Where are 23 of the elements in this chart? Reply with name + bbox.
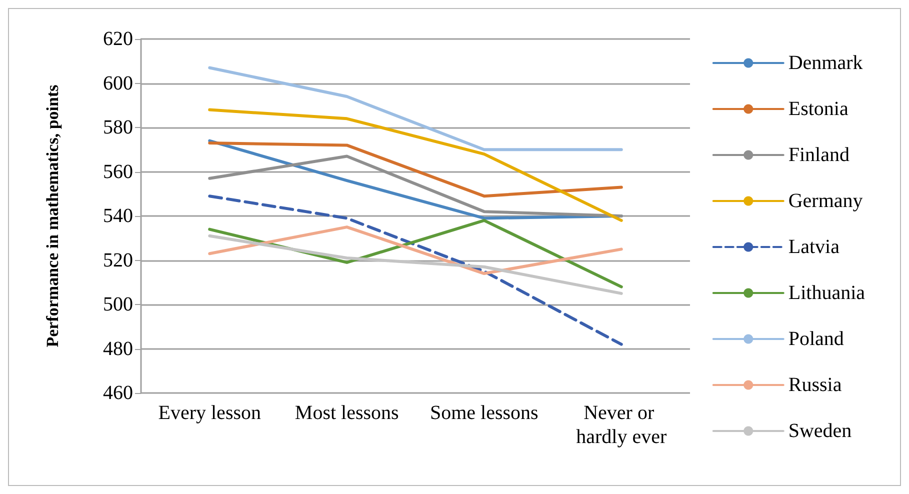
legend-label: Finland <box>788 144 850 166</box>
legend-label: Germany <box>788 190 863 212</box>
y-tick-label: 560 <box>103 160 133 183</box>
legend-label: Poland <box>788 328 844 350</box>
legend-label: Lithuania <box>788 282 866 304</box>
y-tick-label: 500 <box>103 294 133 316</box>
legend-label: Sweden <box>788 420 852 442</box>
y-tick-label: 620 <box>103 28 133 50</box>
legend-label: Latvia <box>788 236 840 258</box>
legend-label: Denmark <box>788 52 863 74</box>
y-tick-label: 520 <box>103 249 133 272</box>
legend-label: Estonia <box>788 98 848 120</box>
y-tick-label: 580 <box>103 116 133 138</box>
y-tick-label: 480 <box>103 338 133 360</box>
x-tick-label: Never or hardly ever <box>576 402 667 448</box>
y-axis-title: Performance in mathematics, points <box>43 84 62 348</box>
y-tick-label: 540 <box>103 205 133 227</box>
x-tick-label: Some lessons <box>430 402 539 424</box>
x-tick-label: Every lesson <box>158 402 262 424</box>
y-tick-label: 460 <box>103 382 133 404</box>
legend-label: Russia <box>788 374 842 396</box>
x-tick-label: Most lessons <box>294 402 400 424</box>
y-tick-label: 600 <box>103 72 133 94</box>
